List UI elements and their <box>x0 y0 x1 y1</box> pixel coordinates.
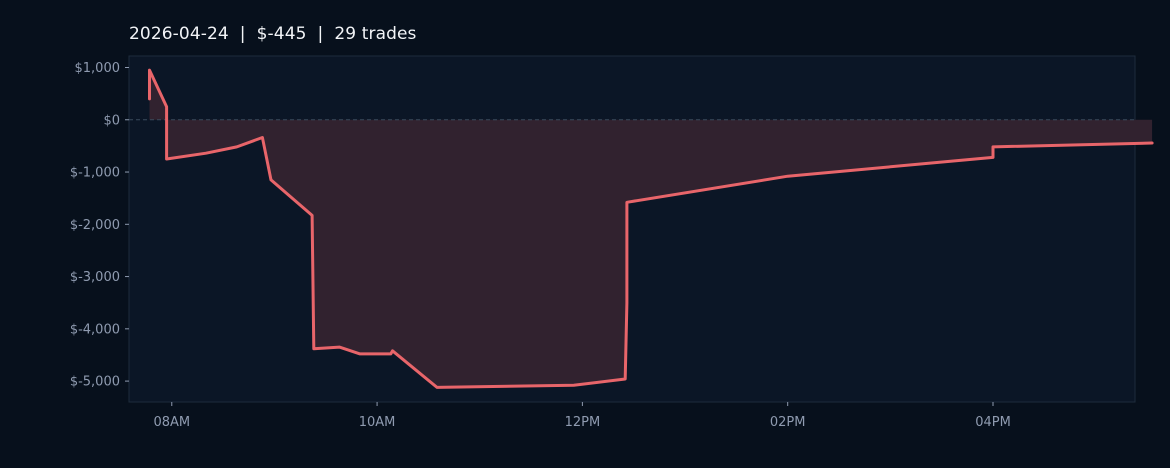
x-axis: 08AM 10AM 12PM 02PM 04PM <box>153 402 1011 430</box>
y-tick-label: $0 <box>103 113 120 128</box>
y-axis: $1,000 $0 $-1,000 $-2,000 $-3,000 $-4,000 $-5,… <box>70 61 129 390</box>
x-tick-label: 10AM <box>359 415 396 430</box>
y-tick-label: $-4,000 <box>70 322 120 337</box>
x-tick-label: 12PM <box>565 415 601 430</box>
plot-content <box>129 68 1154 389</box>
x-tick-label: 04PM <box>975 415 1011 430</box>
pnl-line <box>148 68 1154 389</box>
plot-area <box>128 55 1136 403</box>
chart-title: 2026-04-24 | $-445 | 29 trades <box>129 24 417 44</box>
y-tick-label: $-1,000 <box>70 166 120 181</box>
pnl-area <box>149 70 1153 388</box>
y-tick-label: $-2,000 <box>70 218 120 233</box>
y-tick-label: $-5,000 <box>70 375 120 390</box>
y-tick-label: $1,000 <box>75 61 121 76</box>
x-tick-label: 02PM <box>770 415 806 430</box>
x-tick-label: 08AM <box>153 415 190 430</box>
y-tick-label: $-3,000 <box>70 270 120 285</box>
